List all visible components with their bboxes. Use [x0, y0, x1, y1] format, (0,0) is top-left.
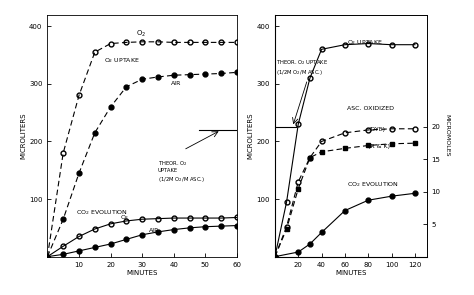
Y-axis label: MICROLITERS: MICROLITERS	[248, 112, 254, 159]
Text: ASC. OXIDIZED: ASC. OXIDIZED	[347, 106, 394, 111]
Text: (R & K): (R & K)	[368, 144, 390, 149]
X-axis label: MINUTES: MINUTES	[127, 270, 158, 276]
Text: (DYE): (DYE)	[368, 127, 385, 132]
Text: CO$_2$ EVOLUTION: CO$_2$ EVOLUTION	[76, 208, 128, 217]
Text: CO$_2$ EVOLUTION: CO$_2$ EVOLUTION	[347, 180, 399, 189]
Y-axis label: MICROLITERS: MICROLITERS	[20, 112, 26, 159]
Text: O$_2$: O$_2$	[120, 213, 129, 222]
Text: O$_2$ UPTAKE: O$_2$ UPTAKE	[347, 38, 383, 47]
Text: THEOR. O$_2$ UPTAKE
(1/2M O$_2$/M ASC.): THEOR. O$_2$ UPTAKE (1/2M O$_2$/M ASC.)	[276, 58, 328, 77]
Y-axis label: MICROMOLES: MICROMOLES	[445, 114, 450, 157]
Text: AIR: AIR	[148, 228, 159, 233]
Text: AIR: AIR	[171, 81, 181, 86]
Text: THEOR. O$_2$
UPTAKE
(1/2M O$_2$/M ASC.): THEOR. O$_2$ UPTAKE (1/2M O$_2$/M ASC.)	[158, 159, 205, 184]
Text: O$_2$: O$_2$	[136, 29, 146, 39]
X-axis label: MINUTES: MINUTES	[335, 270, 366, 276]
Text: O$_2$ UPTAKE: O$_2$ UPTAKE	[104, 56, 140, 65]
